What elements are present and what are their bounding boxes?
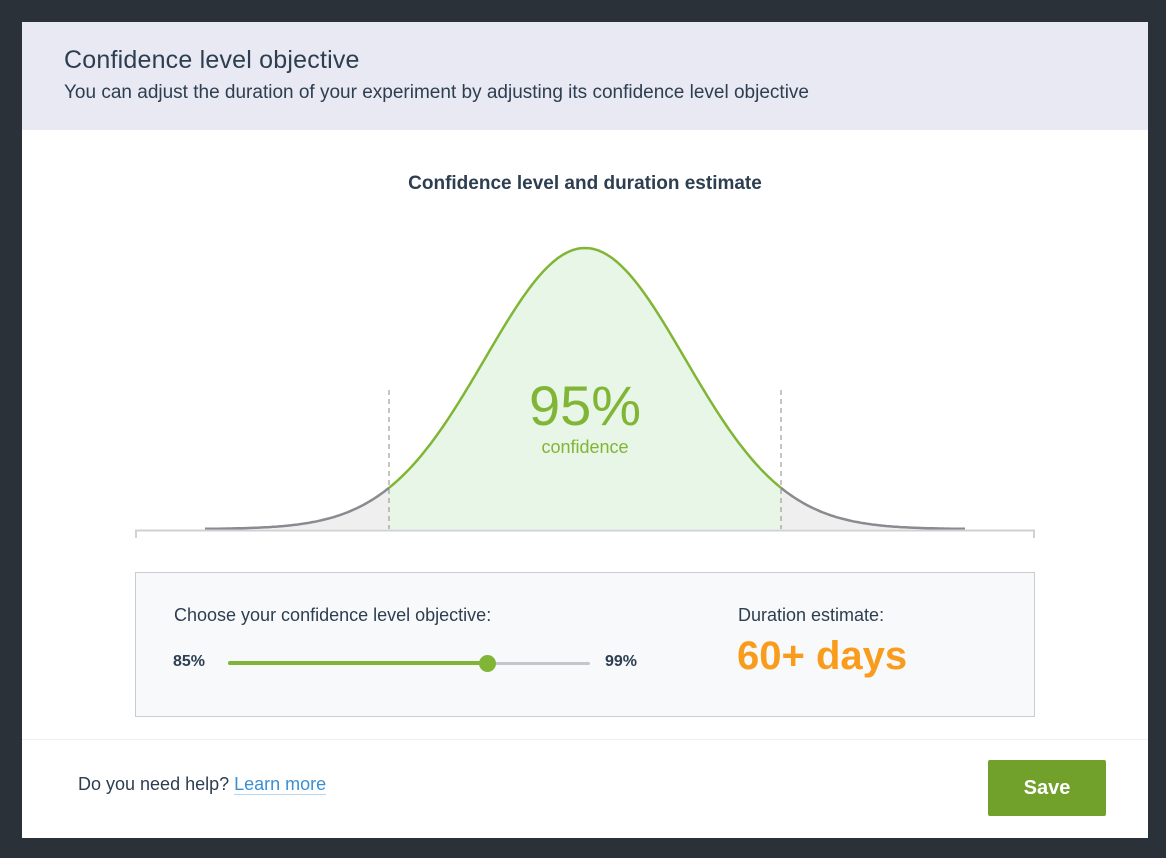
help-question: Do you need help? — [78, 774, 230, 794]
right-tail-curve — [780, 486, 965, 531]
right-tail-area — [781, 487, 965, 529]
save-button[interactable]: Save — [988, 760, 1106, 816]
duration-estimate-label: Duration estimate: — [738, 605, 885, 625]
confidence-curve — [388, 246, 782, 489]
chart-title: Confidence level and duration estimate — [408, 173, 762, 194]
confidence-caption: confidence — [541, 437, 629, 457]
confidence-level-modal: Confidence level objective You can adjus… — [22, 22, 1148, 838]
modal-subtitle: You can adjust the duration of your expe… — [64, 82, 809, 103]
confidence-bell-curve — [135, 246, 1035, 538]
left-tail-area — [205, 487, 389, 529]
slider-thumb[interactable] — [479, 655, 496, 672]
learn-more-link[interactable]: Learn more — [234, 774, 327, 795]
footer-divider — [22, 739, 1148, 740]
slider-min-label: 85% — [173, 653, 206, 670]
confidence-slider[interactable] — [228, 653, 590, 673]
confidence-area — [389, 248, 781, 529]
duration-estimate-value: 60+ days — [737, 634, 908, 678]
help-prompt: Do you need help? Learn more — [78, 774, 327, 795]
modal-header: Confidence level objective You can adjus… — [22, 22, 1148, 130]
modal-title: Confidence level objective — [64, 46, 360, 74]
left-tail-curve — [205, 486, 390, 531]
slider-max-label: 99% — [605, 653, 638, 670]
choose-confidence-label: Choose your confidence level objective: — [174, 605, 492, 625]
slider-fill — [228, 661, 487, 665]
confidence-value: 95% — [528, 374, 642, 437]
confidence-control-panel: Choose your confidence level objective: … — [135, 572, 1035, 717]
